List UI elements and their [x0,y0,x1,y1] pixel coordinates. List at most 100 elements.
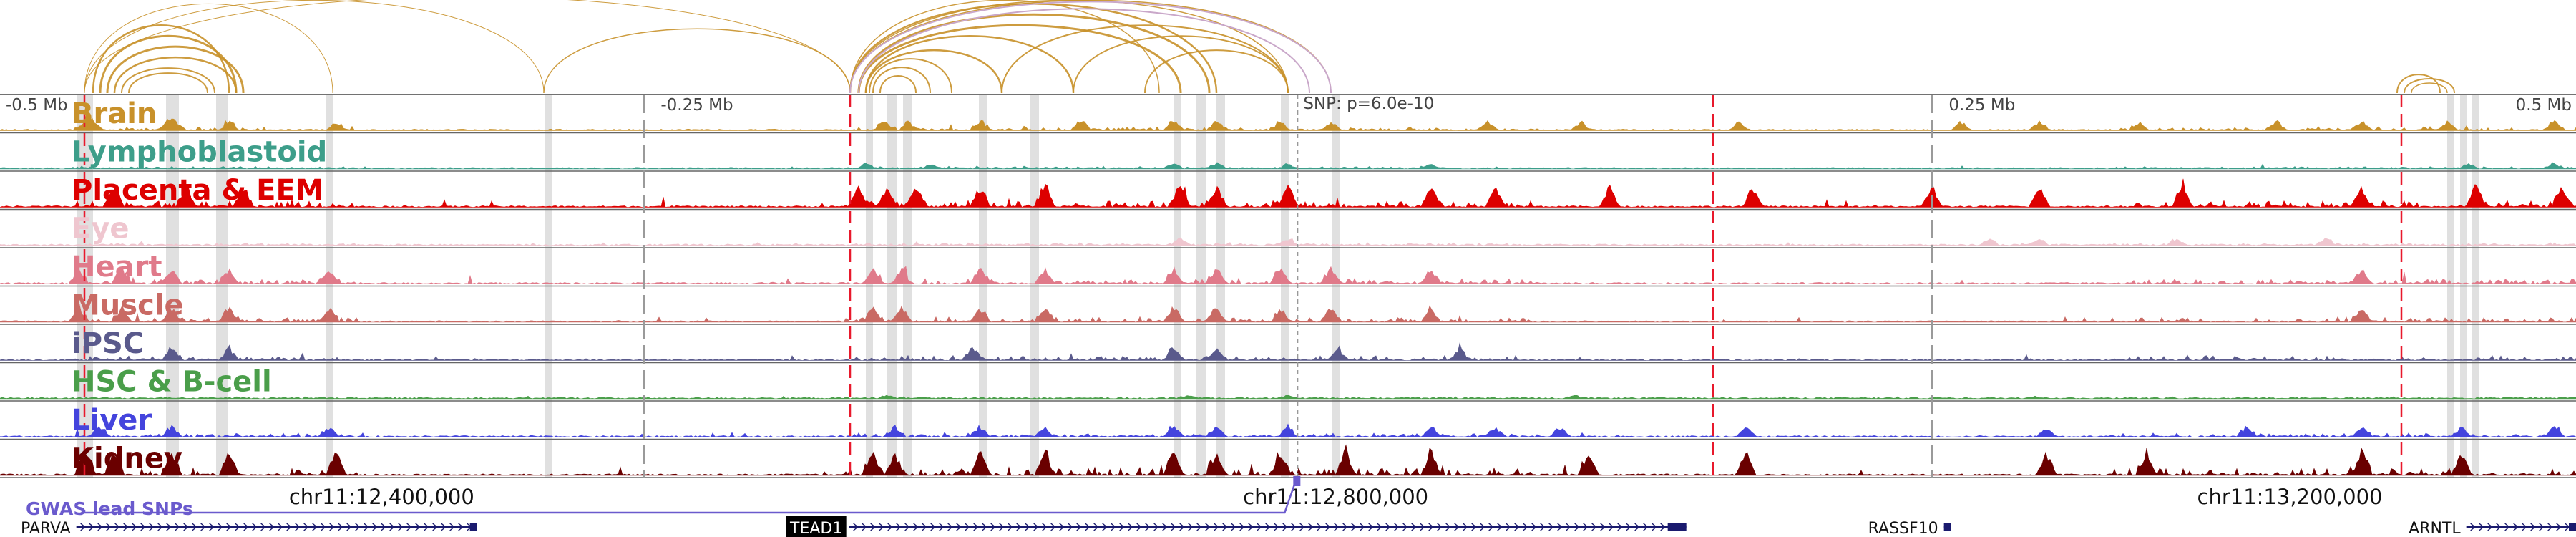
strand-arrow [1205,523,1211,531]
strand-arrow [1153,523,1159,531]
strand-arrow [999,523,1005,531]
strand-arrow [879,523,884,531]
strand-arrow [1514,523,1520,531]
strand-arrow [218,523,223,531]
track-label-7: HSC & B-cell [72,366,272,399]
track-signal [0,266,2576,284]
strand-arrow [1111,523,1116,531]
gene-label: RASSF10 [1868,520,1938,537]
loop-arc [872,67,931,94]
strand-arrow [930,523,936,531]
loop-arc [1073,35,1289,94]
strand-arrow [1497,523,1503,531]
loop-arc [2411,82,2448,94]
gene-parva: PARVA [21,520,477,537]
gene-exon [1943,523,1951,531]
strand-arrow [1660,523,1666,531]
track-ipsc [0,342,2576,364]
strand-arrow [2522,523,2527,531]
track-eye [0,237,2576,248]
chromatin-loop-arcs [84,0,2455,94]
strand-arrow [295,523,301,531]
lead-snp-marker [1293,476,1301,486]
strand-arrow [1162,523,1168,531]
strand-arrow [192,523,197,531]
strand-arrow [226,523,232,531]
strand-arrow [1085,523,1091,531]
strand-arrow [1652,523,1657,531]
loop-arc [106,45,245,94]
strand-arrow [80,523,86,531]
strand-arrow [1033,523,1039,531]
strand-arrow [1480,523,1485,531]
strand-arrow [89,523,94,531]
track-label-5: Muscle [72,289,184,322]
loop-arc [864,35,1075,94]
scale-label: -0.5 Mb [6,96,68,115]
loop-arc [864,49,1003,94]
track-brain [0,115,2576,134]
strand-arrow [123,523,129,531]
track-muscle [0,303,2576,325]
strand-arrow [1291,523,1297,531]
strand-arrow [1325,523,1331,531]
strand-arrow [922,523,927,531]
strand-arrow [1042,523,1048,531]
strand-arrow [1583,523,1589,531]
strand-arrow [406,523,412,531]
loop-arc [857,24,1182,94]
strand-arrow [1634,523,1640,531]
strand-arrow [346,523,352,531]
strand-arrow [1643,523,1649,531]
strand-arrow [1566,523,1571,531]
gwas-track-label: GWAS lead SNPs [26,498,193,519]
track-label-9: Kidney [72,442,182,475]
strand-arrow [175,523,180,531]
strand-arrow [1445,523,1451,531]
coordinate-axis: chr11:12,400,000 chr11:12,800,000 chr11:13… [289,485,2383,509]
strand-arrow [1523,523,1528,531]
strand-arrow [1248,523,1254,531]
strand-arrow [286,523,292,531]
track-signal [0,342,2576,361]
strand-arrow [1531,523,1537,531]
scale-label: -0.25 Mb [660,96,733,115]
gene-track: PARVA TEAD1 RASSF10 ARNTL [21,516,2576,537]
strand-arrow [2479,523,2484,531]
strand-arrow [2496,523,2502,531]
strand-arrow [209,523,215,531]
strand-arrow [1437,523,1443,531]
coordinate-label: chr11:12,400,000 [289,485,474,509]
strand-arrow [106,523,112,531]
loop-arc [2404,78,2455,94]
gene-tead1: TEAD1 [786,516,1687,537]
strand-arrow [1506,523,1511,531]
strand-arrow [1308,523,1314,531]
scale-label: 0.5 Mb [2516,96,2572,115]
strand-arrow [1171,523,1176,531]
strand-arrow [424,523,429,531]
strand-arrow [1317,523,1322,531]
track-signal [0,444,2576,476]
strand-arrow [157,523,163,531]
strand-arrow [1059,523,1065,531]
strand-arrow [896,523,902,531]
loop-arc [869,58,952,94]
strand-arrow [1265,523,1271,531]
track-signal [0,395,2576,400]
strand-arrow [149,523,155,531]
strand-arrow [1050,523,1056,531]
track-labels: Brain Lymphoblastoid Placenta & EEM Eye Hear… [72,97,327,475]
strand-arrow [1145,523,1151,531]
strand-arrow [1119,523,1125,531]
strand-arrow [887,523,893,531]
strand-arrow [252,523,258,531]
strand-arrow [398,523,404,531]
strand-arrow [2539,523,2545,531]
strand-arrow [853,523,859,531]
strand-arrow [1299,523,1305,531]
track-label-2: Placenta & EEM [72,174,324,207]
strand-arrow [1214,523,1219,531]
strand-arrow [2470,523,2476,531]
